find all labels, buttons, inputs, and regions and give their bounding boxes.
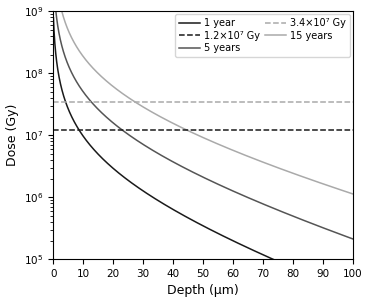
X-axis label: Depth (μm): Depth (μm) bbox=[167, 285, 239, 298]
Y-axis label: Dose (Gy): Dose (Gy) bbox=[6, 104, 18, 167]
Legend: 1 year, 1.2×10⁷ Gy, 5 years, 3.4×10⁷ Gy, 15 years, : 1 year, 1.2×10⁷ Gy, 5 years, 3.4×10⁷ Gy,… bbox=[175, 14, 350, 57]
